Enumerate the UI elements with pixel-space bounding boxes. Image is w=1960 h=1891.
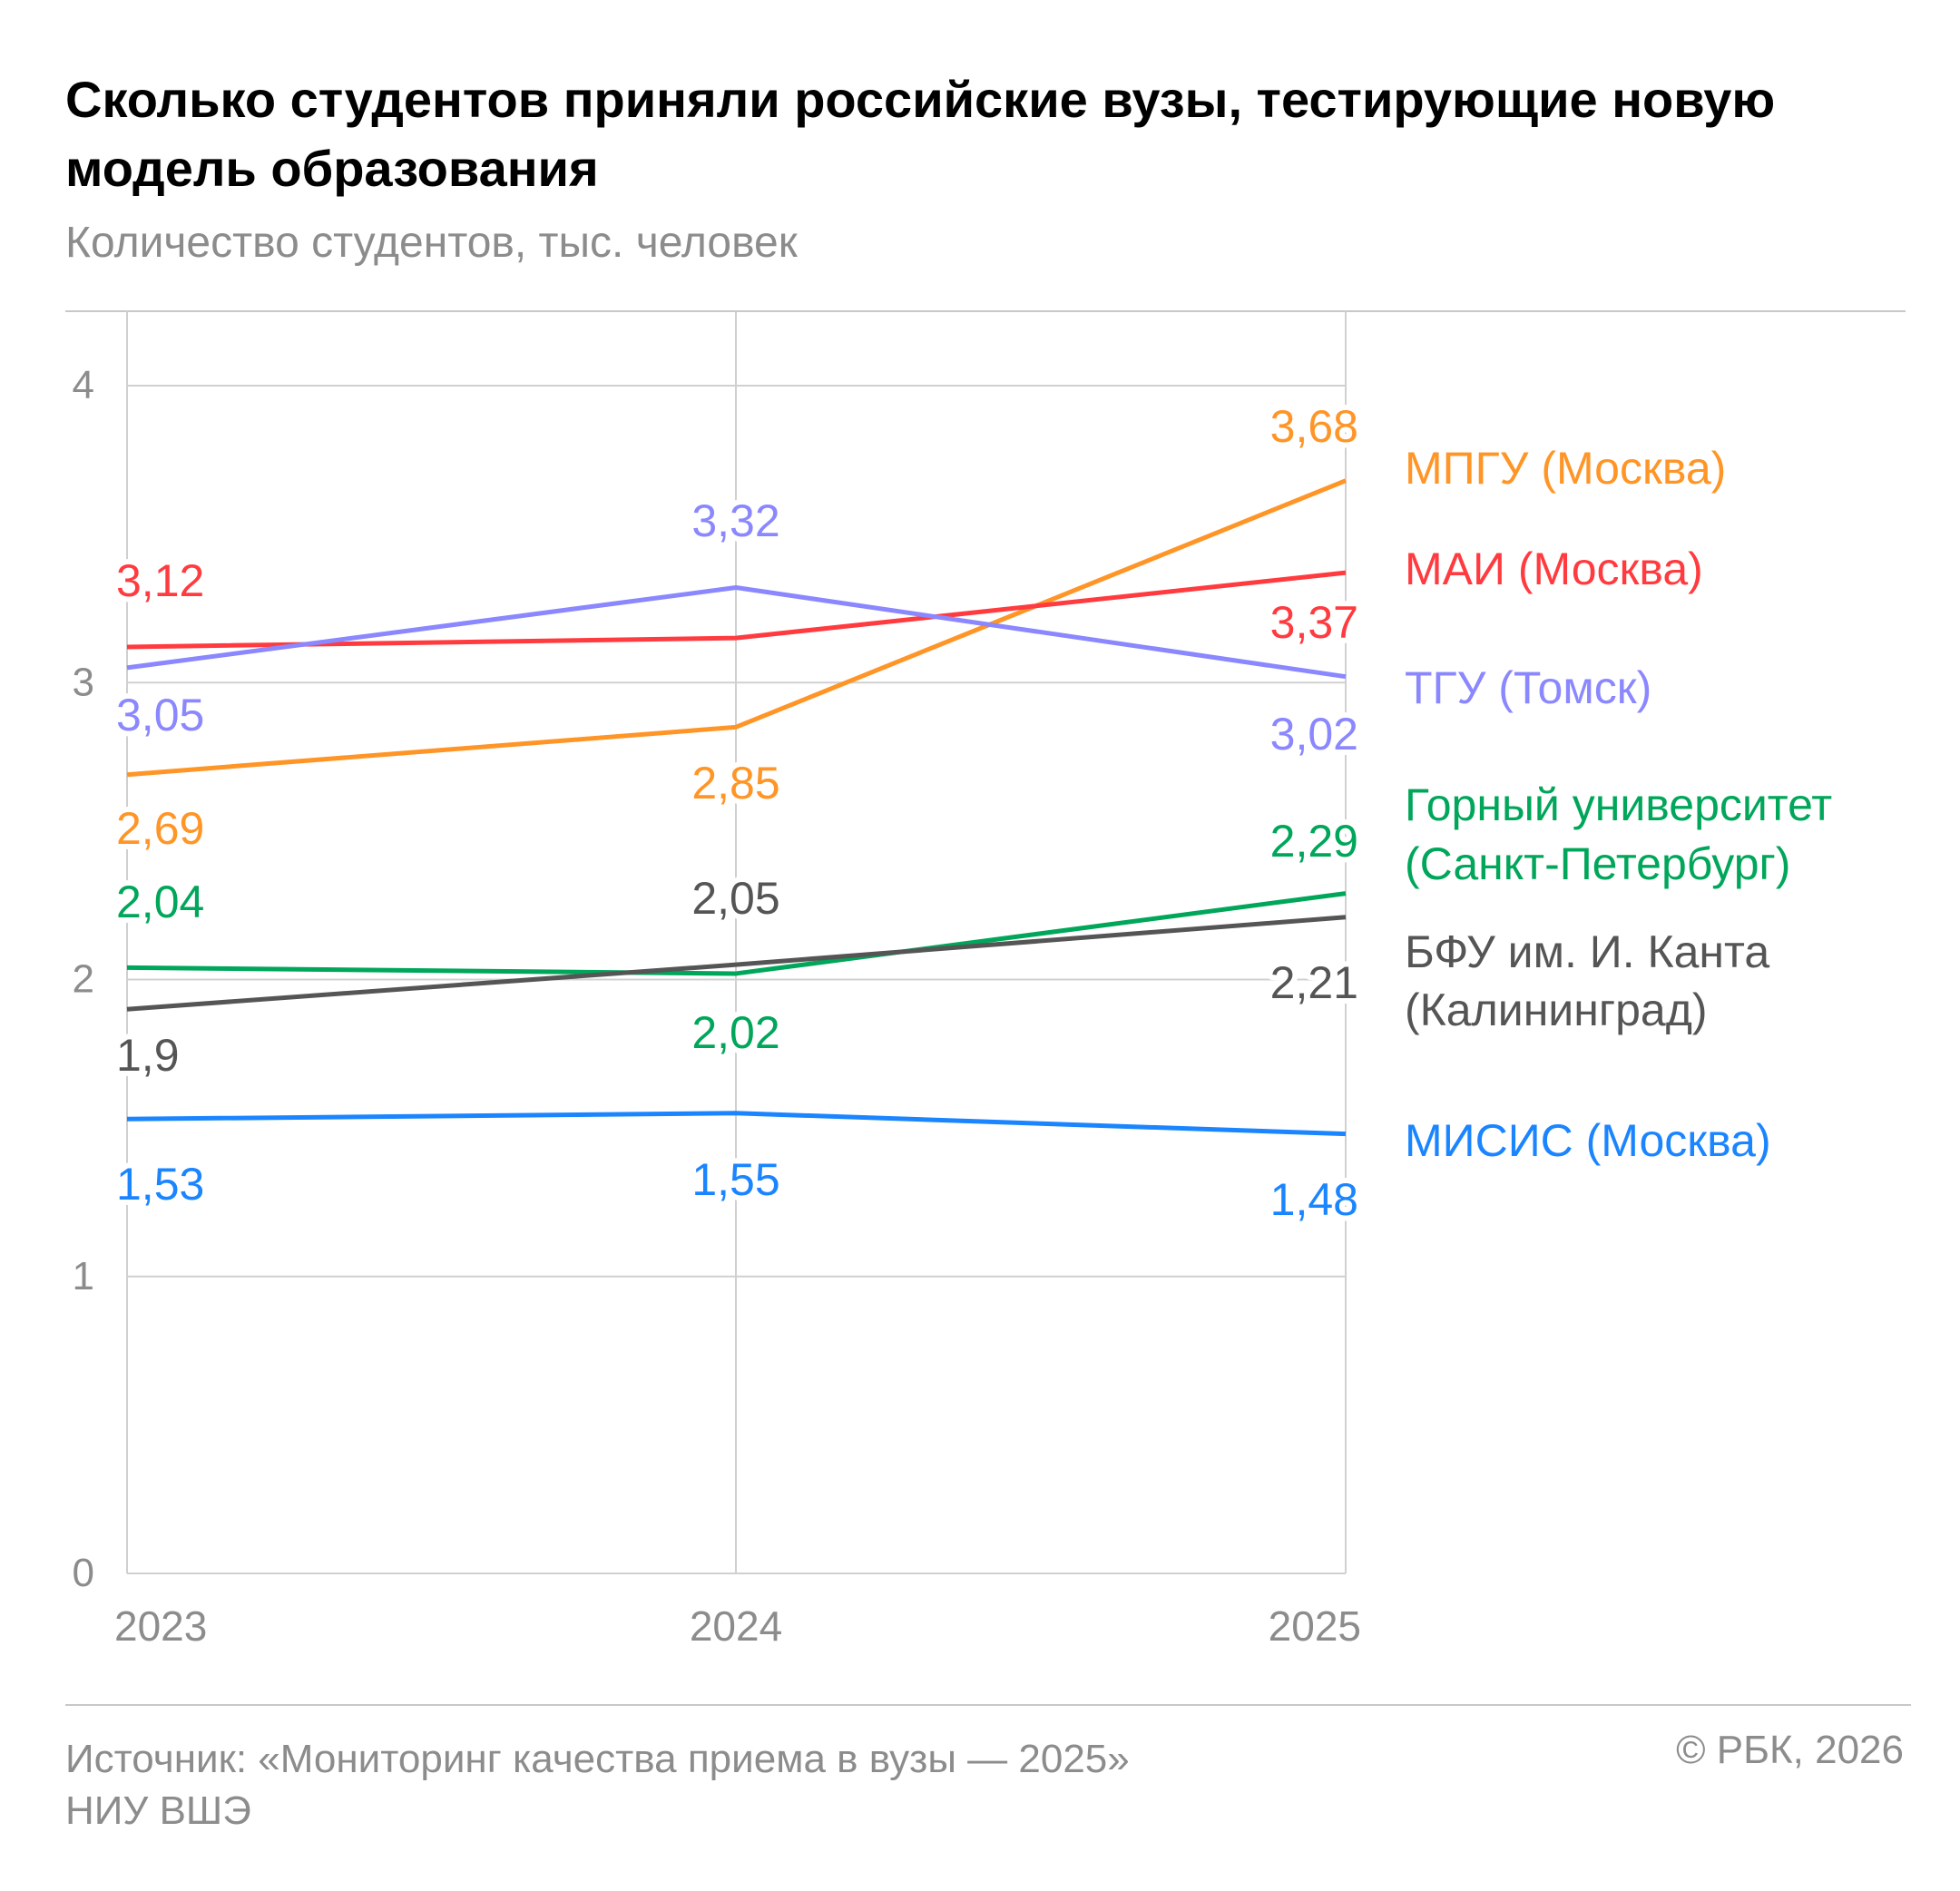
data-label: 2,05: [691, 873, 779, 924]
data-label: 3,12: [116, 555, 204, 606]
legend-label: ТГУ (Томск): [1405, 662, 1651, 713]
legend-label: Горный университет: [1405, 779, 1832, 830]
data-label: 2,02: [691, 1007, 779, 1058]
series-line: [126, 570, 1347, 650]
data-label: 1,48: [1270, 1174, 1358, 1225]
x-tick-label: 2024: [690, 1602, 782, 1650]
chart-subtitle: Количество студентов, тыс. человек: [65, 219, 798, 267]
data-label: 3,32: [691, 495, 779, 546]
copyright: © РБК, 2026: [1676, 1728, 1904, 1772]
data-label: 3,05: [116, 690, 204, 740]
data-label: 2,04: [116, 877, 204, 927]
data-label: 1,9: [116, 1030, 180, 1081]
source-line-1: Источник: «Мониторинг качества приема в …: [65, 1737, 1130, 1781]
data-label: 2,21: [1270, 957, 1358, 1008]
x-tick-label: 2023: [114, 1602, 207, 1650]
legend-label: (Санкт-Петербург): [1405, 838, 1790, 889]
series-line: [126, 1111, 1347, 1137]
series-line: [126, 915, 1347, 1012]
series-line: [126, 478, 1347, 778]
source-line-2: НИУ ВШЭ: [65, 1788, 251, 1833]
data-label: 2,85: [691, 758, 779, 808]
source-note: Источник: «Мониторинг качества приема в …: [65, 1733, 1130, 1837]
legend-label: МИСИС (Москва): [1405, 1115, 1771, 1166]
legend-label: БФУ им. И. Канта: [1405, 926, 1769, 977]
series-line: [126, 585, 1347, 680]
data-label: 3,02: [1270, 709, 1358, 759]
y-tick-label: 1: [73, 1254, 94, 1298]
data-label: 2,29: [1270, 816, 1358, 867]
x-tick-label: 2025: [1269, 1602, 1361, 1650]
y-tick-label: 3: [73, 660, 94, 704]
legend-label: МАИ (Москва): [1405, 544, 1703, 594]
y-tick-label: 4: [73, 363, 94, 407]
y-tick-label: 0: [73, 1551, 94, 1595]
data-label: 1,55: [691, 1154, 779, 1205]
series-line: [126, 891, 1347, 976]
legend-label: МПГУ (Москва): [1405, 443, 1726, 494]
legend-label: (Калининград): [1405, 985, 1708, 1035]
chart-title: Сколько студентов приняли российские вуз…: [65, 71, 1776, 197]
data-label: 3,68: [1270, 401, 1358, 452]
data-label: 3,37: [1270, 597, 1358, 648]
data-label: 2,69: [116, 803, 204, 854]
data-label: 1,53: [116, 1159, 204, 1210]
y-tick-label: 2: [73, 957, 94, 1002]
